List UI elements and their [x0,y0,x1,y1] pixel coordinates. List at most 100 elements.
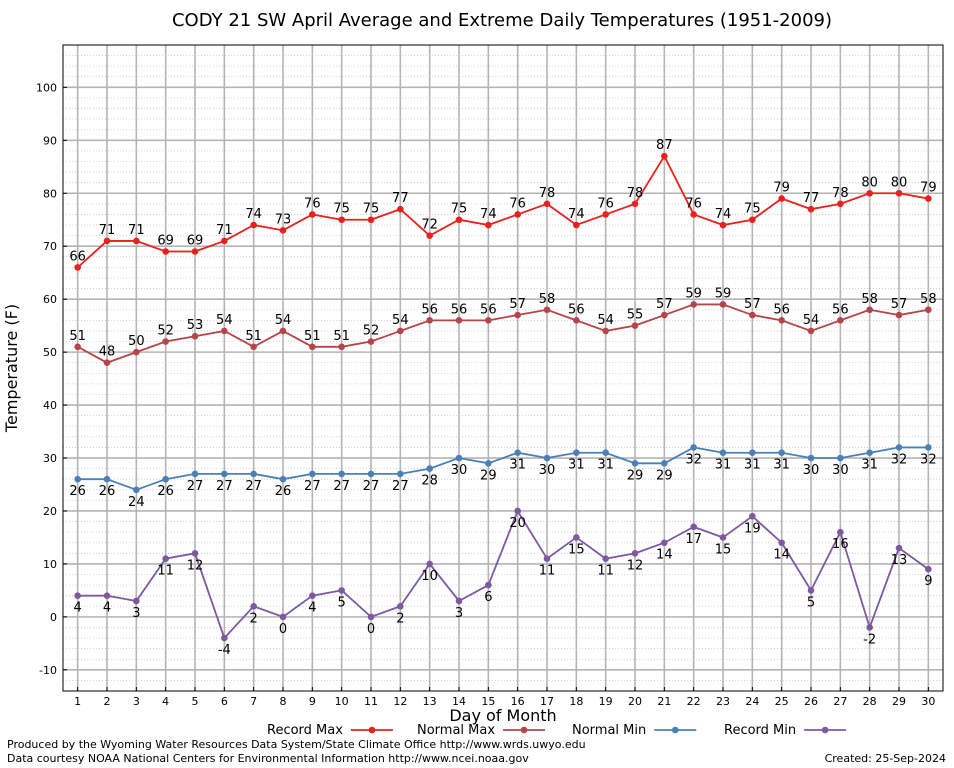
data-point [837,454,844,462]
data-point [602,449,609,457]
data-label: 2 [250,611,258,626]
data-point [103,475,111,483]
data-point [221,470,228,478]
data-label: 29 [656,468,673,483]
data-point [895,444,903,451]
data-label: 27 [363,479,380,494]
data-point [866,306,873,314]
data-label: 9 [924,574,932,589]
data-label: 11 [539,564,556,579]
data-label: 54 [216,313,233,328]
data-point [279,613,287,621]
data-point [162,475,169,483]
data-point [573,449,580,457]
data-point [925,565,932,573]
data-point [690,523,697,531]
data-point [367,613,375,621]
data-point [837,317,844,324]
data-label: 57 [509,297,526,312]
data-label: 51 [333,329,350,344]
data-label: 53 [187,318,204,333]
data-point [397,205,404,213]
data-point [778,539,785,547]
data-label: 48 [99,345,116,360]
data-point [338,343,345,351]
data-label: 11 [597,564,614,579]
data-point [309,470,316,478]
y-tick-label: 90 [43,134,57,147]
data-point [514,507,521,515]
data-point [543,200,551,208]
legend-marker [671,726,679,734]
data-label: 24 [128,495,145,510]
data-label: 75 [333,202,350,217]
plot-frame [62,44,944,692]
data-point [397,602,404,610]
data-point [778,195,785,202]
data-point [602,327,609,335]
data-label: 26 [275,484,292,499]
data-point [367,470,375,478]
data-point [191,332,199,340]
data-label: 14 [773,548,790,563]
data-label: 71 [99,223,116,238]
data-point [749,512,756,520]
chart-title: CODY 21 SW April Average and Extreme Dai… [172,10,832,31]
x-tick-label: 15 [481,695,495,708]
data-point [719,301,727,308]
data-label: 30 [803,463,820,478]
data-point [279,475,287,483]
y-axis-label: Temperature (F) [2,304,21,433]
data-label: 66 [69,249,86,264]
data-point [309,592,316,599]
data-label: 52 [363,324,380,339]
x-tick-label: 23 [716,695,730,708]
data-point [749,311,756,319]
data-point [631,322,639,329]
data-label: 13 [891,553,908,568]
data-point [309,211,316,218]
x-tick-label: 3 [133,695,140,708]
x-tick-label: 2 [104,695,111,708]
y-tick-label: 60 [43,293,57,306]
data-point [367,216,375,224]
data-point [426,560,433,568]
legend-label: Normal Max [417,723,495,738]
data-point [573,317,580,324]
y-tick-label: 0 [50,611,57,624]
data-label: 56 [568,302,585,317]
data-label: 58 [920,292,937,307]
y-tick-label: 30 [43,452,57,465]
data-point [133,237,140,245]
data-point [631,200,639,208]
x-tick-label: 16 [511,695,525,708]
x-tick-label: 18 [569,695,583,708]
data-label: 79 [773,181,790,196]
data-point [455,597,463,605]
x-tick-label: 25 [775,695,789,708]
data-point [661,311,668,319]
y-tick-label: 40 [43,399,57,412]
data-label: 74 [715,207,732,222]
data-point [837,200,844,208]
data-point [543,454,551,462]
series-line [77,303,929,364]
x-tick-label: 26 [804,695,818,708]
data-point [895,311,903,319]
legend-label: Record Min [724,723,796,738]
x-tick-label: 27 [833,695,847,708]
data-label: 54 [392,313,409,328]
data-point [133,486,140,494]
data-point [602,555,609,562]
data-label: 74 [245,207,262,222]
data-point [250,470,257,478]
data-label: 3 [132,606,140,621]
data-point [631,460,639,467]
data-label: 31 [715,458,732,473]
data-point [485,221,492,229]
data-point [485,460,492,467]
data-point [133,597,140,605]
data-point [543,306,551,314]
data-point [397,327,404,335]
